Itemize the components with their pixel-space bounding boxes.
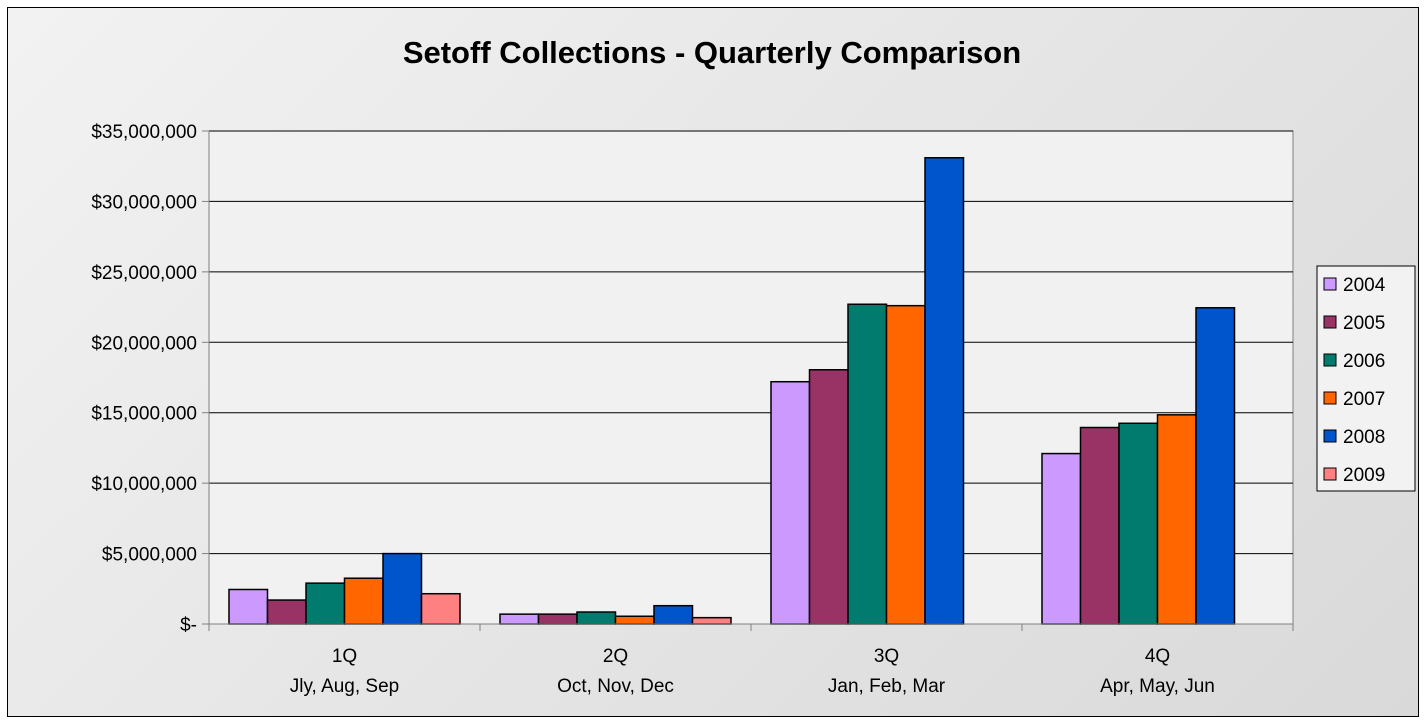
legend-swatch-2005 xyxy=(1323,315,1337,329)
legend-label-2009: 2009 xyxy=(1343,465,1385,486)
bar-2008-3Q xyxy=(924,157,965,625)
y-tick-label: $20,000,000 xyxy=(91,333,197,354)
legend-label-2007: 2007 xyxy=(1343,389,1385,410)
legend-label-2006: 2006 xyxy=(1343,351,1385,372)
bar-2006-2Q xyxy=(576,611,617,625)
x-category-quarter-label: 4Q xyxy=(1145,646,1170,667)
bar-2007-1Q xyxy=(343,577,384,625)
legend-box xyxy=(1316,265,1416,492)
y-tick-label: $5,000,000 xyxy=(102,545,197,566)
y-axis: $- $5,000,000 $10,000,000 $15,000,000 $20,00… xyxy=(91,122,210,636)
x-category-quarter-label: 3Q xyxy=(874,646,899,667)
bar-2007-2Q xyxy=(614,615,655,625)
bar-2009-2Q xyxy=(691,616,732,625)
legend-swatch-2006 xyxy=(1323,353,1337,367)
bar-2005-4Q xyxy=(1079,426,1120,625)
bars xyxy=(228,157,1236,625)
bar-2004-2Q xyxy=(499,613,540,625)
bar-2008-2Q xyxy=(653,604,694,625)
legend-swatch-2008 xyxy=(1323,429,1337,443)
bar-2004-1Q xyxy=(228,588,269,625)
x-category-months-label: Apr, May, Jun xyxy=(1100,676,1215,697)
bar-2009-1Q xyxy=(420,592,461,625)
bar-2007-4Q xyxy=(1156,414,1197,625)
legend: 2004 2005 2006 2007 2008 2009 xyxy=(1316,265,1416,492)
bar-2006-4Q xyxy=(1118,422,1159,625)
bar-2005-2Q xyxy=(537,613,578,625)
x-category-months-label: Jly, Aug, Sep xyxy=(290,676,400,697)
legend-swatch-2004 xyxy=(1323,277,1337,291)
bar-2007-3Q xyxy=(885,304,926,625)
gridlines xyxy=(209,130,1293,555)
x-axis: 1Q Jly, Aug, Sep 2Q Oct, Nov, Dec 3Q Jan, Feb… xyxy=(208,623,1294,697)
bar-2004-4Q xyxy=(1041,452,1082,625)
bar-2005-1Q xyxy=(266,599,307,625)
bar-2008-4Q xyxy=(1195,307,1236,625)
x-category-months-label: Jan, Feb, Mar xyxy=(828,676,946,697)
y-tick-label: $10,000,000 xyxy=(91,474,197,495)
bar-2004-3Q xyxy=(770,380,811,625)
bar-2008-1Q xyxy=(382,552,423,625)
x-category-quarter-label: 1Q xyxy=(332,646,357,667)
bar-2005-3Q xyxy=(808,369,849,625)
y-tick-label: $30,000,000 xyxy=(91,192,197,213)
bar-2006-3Q xyxy=(847,303,888,625)
x-category-months-label: Oct, Nov, Dec xyxy=(557,676,674,697)
legend-swatch-2009 xyxy=(1323,467,1337,481)
y-tick-label: $35,000,000 xyxy=(91,122,197,143)
chart-title: Setoff Collections - Quarterly Compariso… xyxy=(403,35,1021,70)
legend-label-2005: 2005 xyxy=(1343,313,1385,334)
legend-label-2004: 2004 xyxy=(1343,275,1386,296)
y-tick-label: $25,000,000 xyxy=(91,263,197,284)
x-category-quarter-label: 2Q xyxy=(603,646,628,667)
y-tick-label: $15,000,000 xyxy=(91,404,197,425)
y-tick-label: $- xyxy=(180,615,197,636)
bar-2006-1Q xyxy=(305,582,346,625)
legend-label-2008: 2008 xyxy=(1343,427,1385,448)
legend-swatch-2007 xyxy=(1323,391,1337,405)
